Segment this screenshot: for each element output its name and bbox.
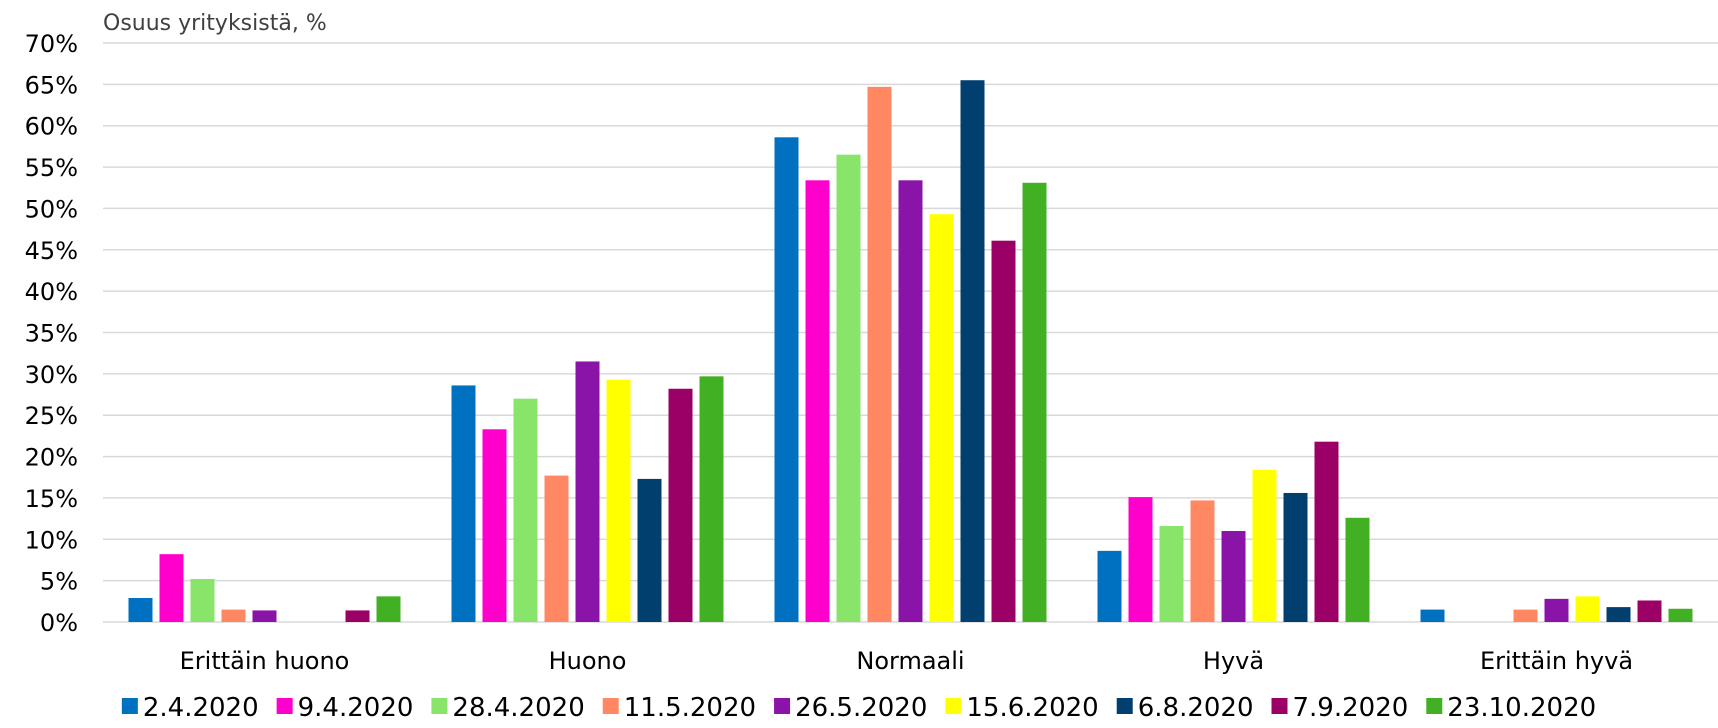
y-axis-ticks: 0% 5% 10% 15% 20% 25% 30% 35% 40% 45% 50% 55% 60% 65%… [25,30,78,637]
x-tick-label: Erittäin hyvä [1480,647,1633,675]
y-tick-label: 65% [25,71,78,99]
bar [1420,609,1445,622]
bar [1606,607,1631,622]
legend-item: 15.6.2020 [945,693,1099,723]
bar [575,361,600,622]
y-axis-label: Osuus yrityksistä, % [103,11,327,36]
bar [1575,596,1600,622]
bar [1159,526,1184,622]
legend-item: 23.10.2020 [1426,693,1596,723]
bar [898,180,923,622]
x-tick-label: Normaali [856,647,964,675]
y-tick-label: 50% [25,195,78,223]
legend-swatch [1116,698,1133,714]
bars [128,80,1693,623]
bar [668,388,693,622]
legend-item: 11.5.2020 [602,693,756,723]
x-tick-label: Erittäin huono [180,647,350,675]
legend-swatch [945,698,962,714]
legend-label: 11.5.2020 [624,693,756,723]
y-tick-label: 30% [25,361,78,389]
bar [1513,609,1538,622]
legend-item: 9.4.2020 [276,693,414,723]
legend-swatch [431,698,448,714]
y-tick-label: 45% [25,237,78,265]
legend-label: 15.6.2020 [966,693,1098,723]
x-tick-label: Hyvä [1203,647,1264,675]
bar [345,610,370,622]
bar [1252,469,1277,622]
bar [1190,500,1215,622]
bar [606,379,631,622]
bar [836,154,861,622]
bar [1022,182,1047,622]
bar [1128,497,1153,622]
legend-swatch [602,698,619,714]
bar [1637,600,1662,622]
y-tick-label: 20% [25,444,78,472]
bar [482,429,507,622]
bar [128,598,153,622]
legend-label: 9.4.2020 [298,693,414,723]
y-tick-label: 55% [25,154,78,182]
bar [1544,598,1569,622]
bar [221,609,246,622]
bar [699,376,724,622]
legend-item: 28.4.2020 [431,693,585,723]
legend-swatch [774,698,791,714]
bar [1668,608,1693,622]
bar [190,578,215,622]
legend-label: 2.4.2020 [143,693,259,723]
bar [1097,550,1122,622]
legend-swatch [276,698,293,714]
bar [544,475,569,622]
legend-label: 26.5.2020 [795,693,927,723]
legend-label: 28.4.2020 [452,693,584,723]
bar [1314,441,1339,622]
bar [637,478,662,622]
y-tick-label: 10% [25,526,78,554]
bar [513,398,538,622]
legend-item: 2.4.2020 [121,693,259,723]
y-tick-label: 70% [25,30,78,58]
legend-swatch [1426,698,1443,714]
bar [960,80,985,622]
bar [1221,531,1246,622]
x-axis-ticks: Erittäin huono Huono Normaali Hyvä Erittäin … [180,647,1633,675]
legend-label: 23.10.2020 [1447,693,1596,723]
bar [252,610,277,622]
legend-item: 7.9.2020 [1271,693,1409,723]
bar [867,86,892,623]
x-tick-label: Huono [549,647,627,675]
y-tick-label: 40% [25,278,78,306]
bar [1283,492,1308,622]
legend: 2.4.2020 9.4.2020 28.4.2020 11.5.2020 26.5.2… [121,693,1596,723]
legend-label: 6.8.2020 [1138,693,1254,723]
y-tick-label: 0% [40,609,78,637]
legend-item: 26.5.2020 [774,693,927,723]
y-tick-label: 15% [25,485,78,513]
legend-item: 6.8.2020 [1116,693,1254,723]
bar [929,214,954,622]
y-tick-label: 25% [25,402,78,430]
bar [376,596,401,622]
bar [991,240,1016,623]
bar [805,180,830,622]
y-tick-label: 5% [40,568,78,596]
bar [451,385,476,622]
bar [1345,517,1370,622]
y-tick-label: 35% [25,320,78,348]
y-tick-label: 60% [25,113,78,141]
legend-label: 7.9.2020 [1293,693,1409,723]
legend-swatch [121,698,138,714]
bar [774,137,799,622]
bar [159,554,184,622]
legend-swatch [1271,698,1288,714]
